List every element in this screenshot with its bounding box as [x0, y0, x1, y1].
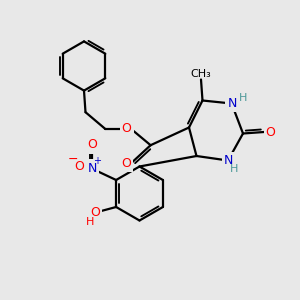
Text: H: H — [85, 217, 94, 227]
Text: CH₃: CH₃ — [190, 69, 212, 79]
Text: H: H — [230, 164, 238, 175]
Text: O: O — [90, 206, 100, 220]
Text: O: O — [87, 138, 97, 152]
Text: O: O — [122, 122, 131, 135]
Text: O: O — [75, 160, 85, 173]
Text: +: + — [94, 156, 101, 167]
Text: N: N — [224, 154, 233, 167]
Text: N: N — [87, 161, 97, 175]
Text: H: H — [239, 93, 247, 103]
Text: O: O — [121, 157, 130, 170]
Text: N: N — [227, 97, 237, 110]
Text: −: − — [68, 153, 78, 167]
Text: O: O — [266, 125, 275, 139]
